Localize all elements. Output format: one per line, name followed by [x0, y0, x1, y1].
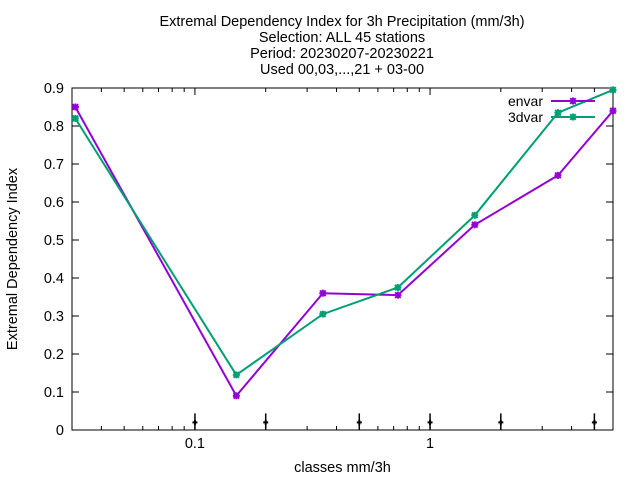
x-tick-label: 1: [426, 436, 434, 452]
y-tick-label: 0.9: [44, 81, 64, 97]
series-line-envar: [74, 106, 614, 398]
data-point-3dvar: [609, 86, 617, 94]
chart-title-line: Extremal Dependency Index for 3h Precipi…: [159, 14, 524, 30]
observation-marker: [356, 413, 362, 430]
legend-label: 3dvar: [508, 109, 543, 125]
y-axis: 0 0.1 0.2 0.3 0.4 0.5 0.6 0.7 0.8 0.9: [44, 81, 613, 439]
data-point-3dvar: [554, 109, 562, 117]
legend-marker-3dvar: [569, 113, 577, 121]
observation-marker: [427, 413, 433, 430]
series-group: [71, 86, 617, 400]
data-point-3dvar: [471, 211, 479, 219]
y-tick-label: 0.4: [44, 271, 64, 287]
data-point-envar: [71, 103, 79, 111]
observation-marker: [591, 413, 597, 430]
y-tick-label: 0.8: [44, 119, 64, 135]
x-axis-label: classes mm/3h: [294, 460, 391, 476]
y-tick-label: 0.5: [44, 233, 64, 249]
chart-title: Extremal Dependency Index for 3h Precipi…: [159, 14, 524, 78]
y-axis-label: Extremal Dependency Index: [5, 167, 21, 350]
y-tick-label: 0.7: [44, 157, 64, 173]
data-point-3dvar: [394, 283, 402, 292]
data-point-3dvar: [71, 114, 79, 122]
x-tick-label: 0.1: [185, 436, 205, 452]
observation-marker: [263, 413, 269, 430]
observation-marker: [192, 413, 198, 430]
series-line-3dvar: [74, 88, 614, 377]
data-point-envar: [609, 107, 617, 115]
data-point-3dvar: [319, 310, 327, 318]
data-point-envar: [394, 291, 402, 299]
data-point-3dvar: [232, 371, 240, 379]
x-axis: 0.1 1: [71, 88, 614, 452]
marker-group: [192, 413, 597, 430]
y-tick-label: 0: [56, 423, 64, 439]
data-point-envar: [232, 392, 240, 400]
data-point-envar: [319, 289, 327, 297]
data-point-envar: [554, 171, 562, 179]
y-tick-label: 0.3: [44, 309, 64, 325]
chart-title-line: Selection: ALL 45 stations: [259, 30, 425, 46]
legend-marker-envar: [569, 97, 577, 105]
y-tick-label: 0.6: [44, 195, 64, 211]
y-tick-label: 0.1: [44, 385, 64, 401]
plot-frame: [71, 87, 614, 431]
chart-title-line: Used 00,03,...,21 + 03-00: [260, 62, 424, 78]
data-point-envar: [471, 221, 479, 229]
chart-title-line: Period: 20230207-20230221: [250, 46, 434, 62]
observation-marker: [498, 413, 504, 430]
legend-label: envar: [508, 93, 543, 109]
y-tick-label: 0.2: [44, 347, 64, 363]
